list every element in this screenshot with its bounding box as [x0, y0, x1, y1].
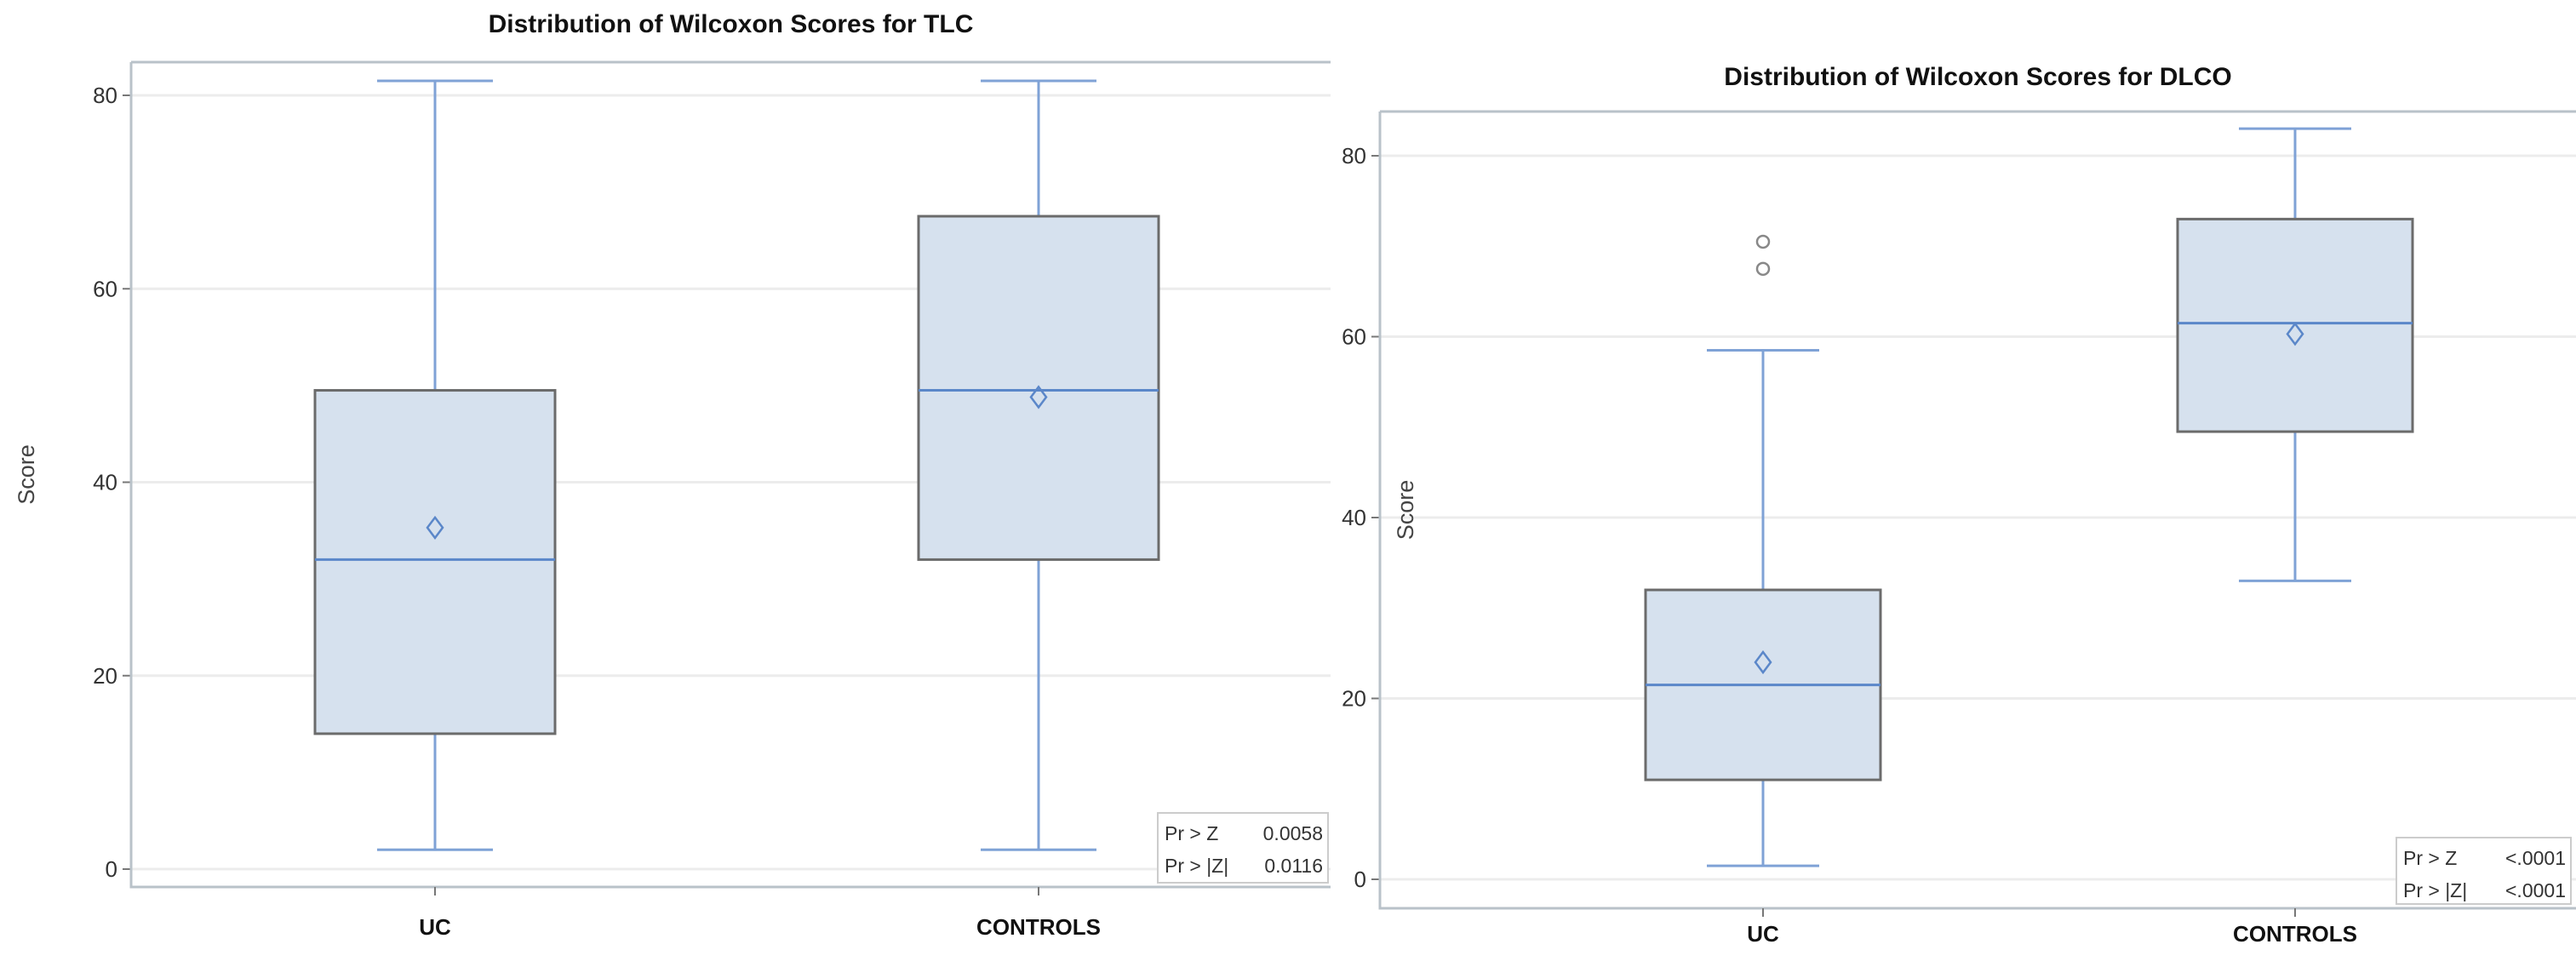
- stats-inset: Pr > Z <.0001 Pr > |Z| <.0001: [2396, 837, 2572, 905]
- y-axis-label: Score: [1393, 480, 1418, 541]
- mean-marker: [1754, 649, 1772, 675]
- y-tick-label: 20: [93, 663, 117, 689]
- inset-value: 0.0116: [1264, 855, 1323, 877]
- x-category-label: UC: [419, 914, 451, 940]
- chart-panel-dlco: Distribution of Wilcoxon Scores for DLCO…: [1342, 63, 2576, 947]
- box-uc: [1644, 234, 1882, 867]
- y-tick-label: 20: [1342, 686, 1366, 712]
- outlier-point: [1755, 261, 1771, 277]
- inset-label: Pr > |Z|: [1165, 855, 1228, 877]
- plot-frame: [1378, 110, 2576, 910]
- inset-box: [2396, 837, 2572, 905]
- y-tick-label: 0: [106, 856, 117, 882]
- y-tick-label: 80: [93, 83, 117, 108]
- mean-marker: [2286, 322, 2304, 346]
- y-tick-label: 60: [1342, 324, 1366, 350]
- inset-value: 0.0058: [1263, 822, 1323, 844]
- box-controls: [2176, 127, 2414, 582]
- box-controls: [917, 79, 1160, 851]
- chart-title: Distribution of Wilcoxon Scores for DLCO: [1724, 63, 2231, 91]
- plot-frame: [129, 60, 1331, 889]
- inset-value: <.0001: [2505, 879, 2566, 901]
- y-axis-label: Score: [14, 444, 39, 505]
- inset-label: Pr > Z: [2403, 847, 2457, 869]
- y-tick-label: 40: [93, 470, 117, 495]
- x-category-label: CONTROLS: [976, 914, 1101, 940]
- y-tick-label: 60: [93, 276, 117, 301]
- inset-label: Pr > |Z|: [2403, 879, 2467, 901]
- y-tick-label: 40: [1342, 505, 1366, 530]
- iqr-box: [313, 389, 557, 735]
- y-tick-label: 80: [1342, 143, 1366, 169]
- x-category-label: UC: [1747, 921, 1779, 947]
- stats-inset: Pr > Z 0.0058 Pr > |Z| 0.0116: [1157, 812, 1329, 884]
- mean-marker: [426, 515, 444, 540]
- x-category-label: CONTROLS: [2233, 921, 2357, 947]
- outlier-point: [1755, 234, 1771, 249]
- chart-panel-tlc: Distribution of Wilcoxon Scores for TLC 0…: [14, 10, 1331, 940]
- box-uc: [313, 79, 557, 851]
- y-tick-label: 0: [1354, 867, 1366, 892]
- inset-value: <.0001: [2505, 847, 2566, 869]
- inset-label: Pr > Z: [1165, 822, 1218, 844]
- mean-marker: [1029, 385, 1048, 409]
- inset-box: [1157, 812, 1329, 884]
- chart-title: Distribution of Wilcoxon Scores for TLC: [489, 10, 974, 38]
